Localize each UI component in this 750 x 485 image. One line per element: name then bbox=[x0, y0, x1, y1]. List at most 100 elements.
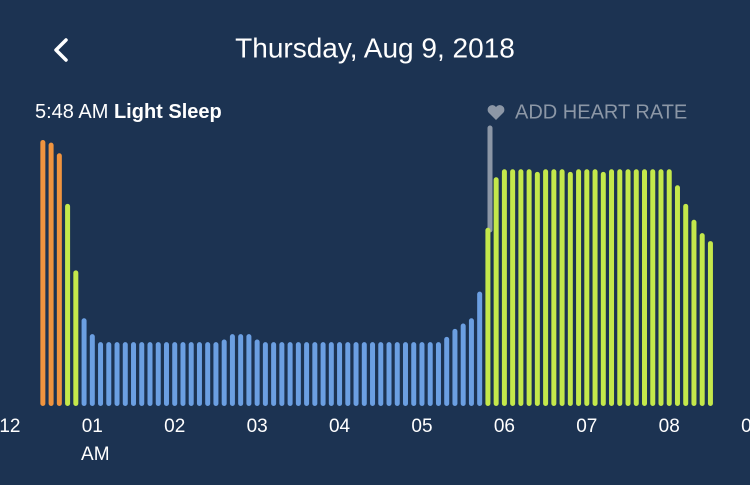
sleep-bar bbox=[427, 342, 433, 406]
sleep-bar bbox=[246, 334, 252, 406]
sleep-bar bbox=[518, 169, 524, 406]
x-tick-label: 05 bbox=[411, 416, 432, 437]
x-tick-sublabel: AM bbox=[81, 444, 110, 465]
sleep-bar bbox=[213, 342, 219, 406]
sleep-bar bbox=[48, 142, 54, 406]
selected-info: 5:48 AM Light Sleep bbox=[35, 101, 222, 123]
sleep-bar bbox=[40, 140, 46, 406]
sleep-bar bbox=[526, 169, 532, 406]
sleep-bar bbox=[65, 203, 71, 406]
sleep-bar bbox=[600, 171, 606, 406]
sleep-bar bbox=[353, 342, 359, 406]
button-label: ADD HEART RATE bbox=[515, 101, 687, 123]
sleep-bar bbox=[147, 342, 153, 406]
sleep-bar bbox=[378, 342, 384, 406]
heart-icon bbox=[487, 105, 505, 120]
sleep-bar bbox=[114, 342, 120, 406]
sleep-bar bbox=[188, 342, 194, 406]
sleep-bar bbox=[139, 342, 145, 406]
sleep-bar bbox=[584, 169, 590, 406]
sleep-bar bbox=[81, 318, 87, 406]
sleep-bar bbox=[337, 342, 343, 406]
sleep-bar bbox=[567, 171, 573, 406]
sleep-bar bbox=[262, 342, 268, 406]
x-tick-label: 08 bbox=[659, 416, 680, 437]
sleep-bar bbox=[238, 334, 244, 406]
sleep-bar bbox=[642, 169, 648, 406]
x-tick-label: 06 bbox=[494, 416, 515, 437]
sleep-bar bbox=[312, 342, 318, 406]
sleep-bar bbox=[287, 342, 293, 406]
sleep-bar bbox=[73, 270, 79, 406]
sleep-bar bbox=[254, 339, 260, 406]
sleep-bar bbox=[551, 169, 557, 406]
x-tick-label: 01 bbox=[82, 416, 103, 437]
sleep-bar bbox=[683, 203, 689, 406]
sleep-bar bbox=[279, 342, 285, 406]
sleep-bar bbox=[699, 233, 705, 406]
sleep-bar bbox=[419, 342, 425, 406]
sleep-bar bbox=[460, 323, 466, 406]
sleep-bar bbox=[543, 169, 549, 406]
sleep-bar bbox=[452, 328, 458, 406]
sleep-bar bbox=[89, 334, 95, 406]
sleep-bar bbox=[328, 342, 334, 406]
sleep-bar bbox=[485, 227, 491, 406]
sleep-bar bbox=[320, 342, 326, 406]
sleep-bar bbox=[196, 342, 202, 406]
sleep-bar bbox=[674, 185, 680, 406]
x-tick-label: 12 bbox=[0, 416, 20, 437]
x-tick-label: 04 bbox=[329, 416, 351, 437]
sleep-bar bbox=[625, 169, 631, 406]
date-title: Thursday, Aug 9, 2018 bbox=[235, 32, 515, 63]
sleep-bar bbox=[221, 339, 227, 406]
sleep-bar bbox=[155, 342, 161, 406]
back-button[interactable] bbox=[54, 38, 68, 62]
sleep-bar bbox=[534, 171, 540, 406]
selected-stage: Light Sleep bbox=[114, 101, 222, 123]
sleep-bar bbox=[592, 169, 598, 406]
sleep-bar bbox=[444, 336, 450, 406]
sleep-bar bbox=[56, 153, 62, 406]
sleep-bar bbox=[295, 342, 301, 406]
sleep-bar bbox=[345, 342, 351, 406]
bars bbox=[40, 140, 713, 406]
x-tick-label: 09 bbox=[741, 416, 750, 437]
sleep-bar bbox=[576, 169, 582, 406]
selected-time: 5:48 AM bbox=[35, 101, 108, 123]
sleep-bar bbox=[106, 342, 112, 406]
sleep-bar bbox=[229, 334, 235, 406]
add-heart-rate-button[interactable]: ADD HEART RATE bbox=[487, 101, 688, 123]
sleep-bar bbox=[394, 342, 400, 406]
sleep-bar bbox=[131, 342, 137, 406]
sleep-bar bbox=[205, 342, 211, 406]
sleep-bar bbox=[559, 169, 565, 406]
sleep-bar bbox=[122, 342, 128, 406]
sleep-bar bbox=[172, 342, 178, 406]
sleep-bar bbox=[707, 241, 713, 406]
sleep-bar bbox=[163, 342, 169, 406]
sleep-bar bbox=[501, 169, 507, 406]
sleep-bar bbox=[386, 342, 392, 406]
sleep-bar bbox=[658, 169, 664, 406]
sleep-bar bbox=[477, 291, 483, 406]
x-tick-label: 07 bbox=[576, 416, 597, 437]
sleep-bar bbox=[98, 342, 104, 406]
sleep-bar bbox=[510, 169, 516, 406]
sleep-bar bbox=[493, 177, 499, 406]
sleep-bar bbox=[666, 169, 672, 406]
sleep-bar bbox=[361, 342, 367, 406]
x-tick-label: 02 bbox=[164, 416, 185, 437]
sleep-bar bbox=[650, 169, 656, 406]
sleep-bar bbox=[402, 342, 408, 406]
sleep-bar bbox=[617, 169, 623, 406]
sleep-bar bbox=[271, 342, 277, 406]
sleep-bar bbox=[180, 342, 186, 406]
sleep-bar bbox=[411, 342, 417, 406]
sleep-bar bbox=[435, 342, 441, 406]
sleep-bar bbox=[609, 169, 615, 406]
sleep-bar bbox=[304, 342, 310, 406]
x-axis: 12 01 AM 02 03 04 05 06 07 08 09 bbox=[0, 416, 750, 465]
